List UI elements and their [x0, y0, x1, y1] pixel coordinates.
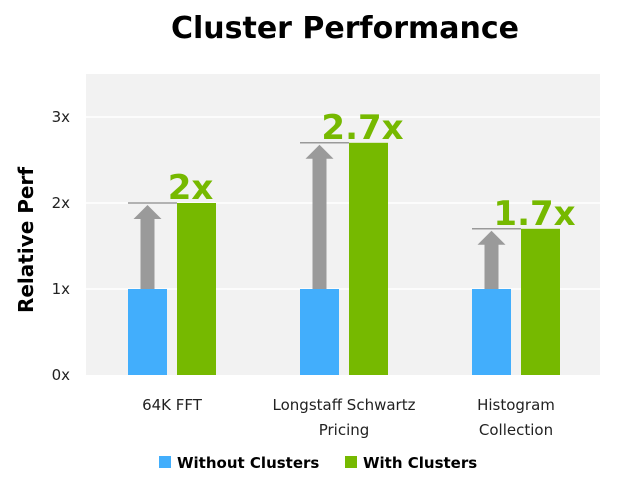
- y-tick-label: 0x: [52, 366, 71, 384]
- data-label: 2.7x: [321, 108, 403, 148]
- y-axis-label: Relative Perf: [14, 167, 38, 313]
- bar-with-clusters: [177, 203, 216, 375]
- x-tick-label: Pricing: [319, 421, 370, 439]
- arrow-up-icon: [477, 230, 506, 289]
- bar-without-clusters: [472, 289, 511, 375]
- legend-label: Without Clusters: [177, 454, 319, 472]
- bar-with-clusters: [349, 142, 388, 375]
- legend-swatch: [159, 456, 171, 468]
- y-tick-label: 2x: [52, 194, 71, 212]
- bar-without-clusters: [300, 289, 339, 375]
- x-tick-label: Collection: [479, 421, 553, 439]
- x-tick-label: Histogram: [477, 396, 555, 414]
- y-tick-label: 1x: [52, 280, 71, 298]
- bar-without-clusters: [128, 289, 167, 375]
- data-label: 1.7x: [493, 194, 575, 234]
- chart-title: Cluster Performance: [171, 11, 519, 46]
- arrow-up-icon: [133, 205, 162, 289]
- x-tick-label: Longstaff Schwartz: [273, 396, 416, 414]
- bar-with-clusters: [521, 228, 560, 375]
- x-tick-label: 64K FFT: [142, 396, 203, 414]
- arrow-up-icon: [305, 144, 334, 289]
- y-tick-label: 3x: [52, 108, 71, 126]
- legend-swatch: [345, 456, 357, 468]
- legend-label: With Clusters: [363, 454, 477, 472]
- data-label: 2x: [168, 168, 214, 208]
- plot-area: [86, 74, 600, 375]
